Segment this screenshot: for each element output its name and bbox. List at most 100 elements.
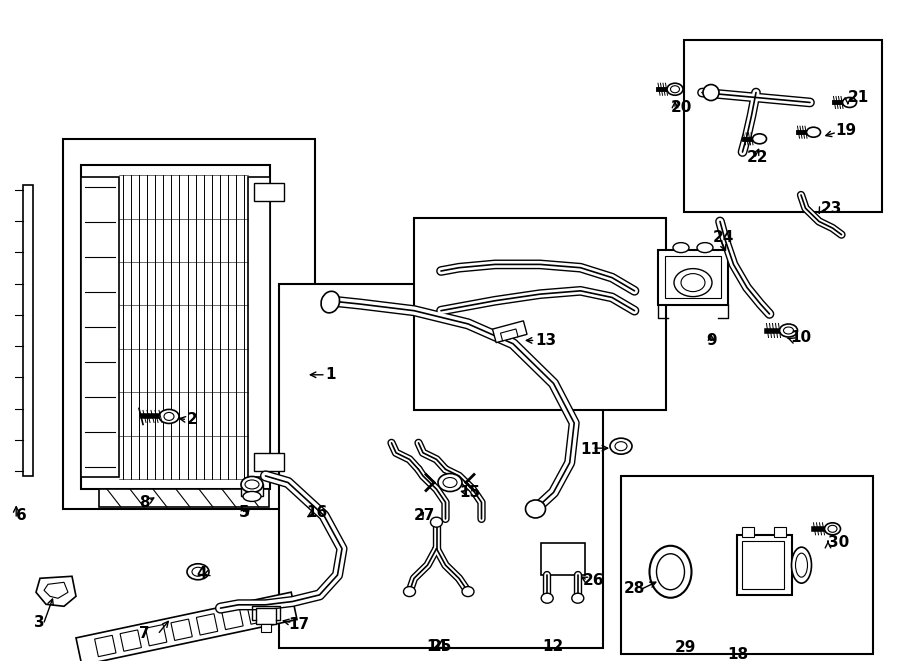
Bar (500, 329, 518, 341)
Bar (658, 250, 728, 305)
Bar (665, 256, 721, 297)
Text: 17: 17 (288, 617, 309, 632)
Bar (248, 603, 268, 624)
Text: 28: 28 (624, 581, 645, 596)
Bar (22, 185, 32, 476)
Bar (684, 40, 882, 212)
Ellipse shape (656, 554, 685, 590)
Text: 8: 8 (140, 495, 150, 510)
Ellipse shape (674, 268, 712, 297)
Text: 7: 7 (140, 626, 150, 641)
Text: 10: 10 (790, 330, 811, 344)
Bar (81, 165, 270, 489)
Ellipse shape (241, 477, 263, 492)
Ellipse shape (650, 546, 691, 598)
Ellipse shape (779, 324, 797, 337)
Ellipse shape (752, 134, 767, 144)
Text: 30: 30 (828, 535, 850, 549)
Ellipse shape (681, 274, 705, 292)
Ellipse shape (828, 525, 837, 532)
Ellipse shape (245, 480, 259, 489)
Ellipse shape (796, 553, 807, 577)
Text: 1: 1 (326, 368, 337, 382)
Bar (81, 177, 119, 477)
Ellipse shape (673, 243, 689, 253)
Bar (541, 543, 584, 574)
Ellipse shape (703, 85, 719, 100)
Bar (248, 177, 270, 477)
Bar (492, 321, 527, 342)
Ellipse shape (159, 409, 179, 424)
Text: 25: 25 (430, 639, 452, 654)
Ellipse shape (164, 412, 174, 420)
Ellipse shape (443, 477, 457, 488)
Ellipse shape (784, 327, 794, 334)
Bar (773, 527, 786, 537)
Ellipse shape (192, 567, 204, 576)
Ellipse shape (806, 127, 821, 137)
Bar (221, 608, 243, 630)
Bar (279, 284, 603, 648)
Bar (171, 619, 193, 641)
Bar (621, 476, 873, 654)
Bar (260, 624, 271, 632)
Bar (241, 485, 263, 496)
Ellipse shape (541, 593, 554, 603)
Ellipse shape (187, 564, 209, 580)
Text: 22: 22 (747, 150, 769, 165)
Ellipse shape (697, 243, 713, 253)
Polygon shape (76, 592, 297, 661)
Ellipse shape (243, 491, 261, 502)
Bar (146, 625, 166, 646)
Text: 6: 6 (16, 508, 27, 523)
Text: 15: 15 (459, 485, 480, 500)
Bar (196, 613, 218, 635)
Ellipse shape (321, 292, 339, 313)
Bar (742, 527, 753, 537)
Ellipse shape (462, 586, 474, 597)
Text: 16: 16 (306, 505, 328, 520)
Ellipse shape (791, 547, 812, 583)
Bar (742, 541, 784, 589)
Text: 3: 3 (34, 615, 45, 630)
Ellipse shape (438, 473, 462, 492)
Ellipse shape (430, 517, 443, 527)
Text: 26: 26 (583, 573, 605, 588)
Text: 24: 24 (713, 231, 734, 245)
Text: 14: 14 (426, 639, 447, 654)
Polygon shape (36, 576, 76, 606)
Ellipse shape (670, 86, 680, 93)
Bar (63, 139, 315, 509)
Ellipse shape (842, 97, 857, 108)
Text: 4: 4 (196, 566, 207, 581)
Text: 5: 5 (238, 505, 249, 520)
Bar (414, 218, 666, 410)
Text: 13: 13 (536, 333, 556, 348)
Bar (256, 608, 275, 624)
Text: 2: 2 (187, 412, 198, 427)
Bar (736, 535, 791, 595)
Ellipse shape (615, 442, 627, 451)
Ellipse shape (824, 523, 841, 535)
Text: 20: 20 (670, 100, 692, 114)
Bar (254, 183, 284, 201)
Ellipse shape (572, 593, 584, 603)
Bar (120, 630, 141, 651)
Text: 27: 27 (414, 508, 436, 523)
Text: 21: 21 (848, 91, 869, 105)
Ellipse shape (403, 586, 416, 597)
Text: 9: 9 (706, 333, 717, 348)
Polygon shape (44, 582, 68, 598)
Text: 12: 12 (542, 639, 563, 654)
Bar (254, 453, 284, 471)
Text: 11: 11 (580, 442, 601, 457)
Bar (94, 635, 116, 656)
Ellipse shape (610, 438, 632, 454)
Ellipse shape (667, 83, 683, 95)
Text: 19: 19 (835, 124, 856, 138)
Text: 18: 18 (727, 647, 749, 661)
Bar (99, 489, 269, 507)
Ellipse shape (526, 500, 545, 518)
Text: 23: 23 (821, 201, 842, 215)
Text: 29: 29 (675, 641, 697, 655)
